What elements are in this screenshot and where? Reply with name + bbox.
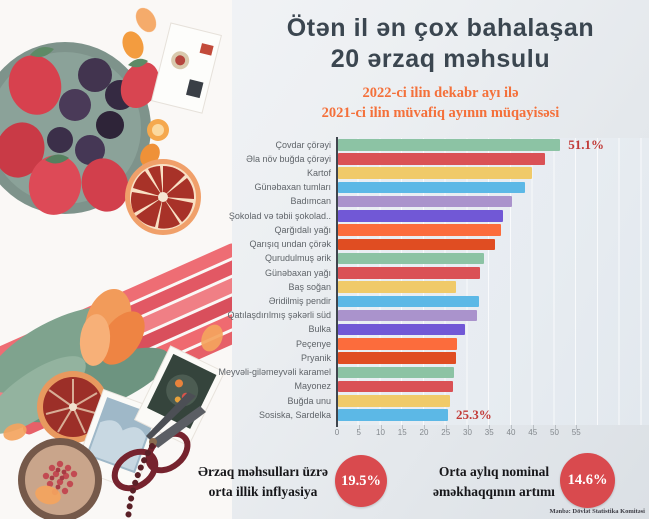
bar bbox=[338, 395, 451, 407]
x-axis-tick-mark bbox=[467, 425, 469, 429]
x-axis-tick-mark bbox=[511, 425, 512, 429]
stat-wage-growth-label: Orta aylıq nominal əməkhaqqının artımı bbox=[424, 462, 564, 503]
bar bbox=[338, 323, 466, 336]
strawberries bbox=[0, 47, 160, 215]
bead-strand bbox=[125, 443, 155, 519]
stat-wage-growth-line2: əməkhaqqının artımı bbox=[433, 484, 555, 500]
bar bbox=[338, 366, 455, 379]
x-axis-tick-label: 5 bbox=[356, 428, 361, 437]
bar bbox=[338, 153, 545, 165]
bar-label: Badımcan bbox=[290, 196, 331, 207]
bar-label: Qatılaşdırılmış şəkərli süd bbox=[227, 310, 331, 321]
bar bbox=[338, 380, 453, 393]
bar bbox=[338, 338, 458, 350]
bar-label: Baş soğan bbox=[288, 281, 331, 292]
bar-label: Peçenye bbox=[295, 338, 331, 349]
bar bbox=[338, 352, 456, 364]
page-subtitle: 2022-ci ilin dekabr ayı ilə 2021-ci ilin… bbox=[232, 84, 649, 123]
x-axis-tick-label: 0 bbox=[334, 428, 340, 437]
x-axis-tick-label: 25 bbox=[441, 428, 451, 437]
bar-label: Qarğıdalı yağı bbox=[274, 224, 331, 235]
bar bbox=[338, 309, 477, 322]
bar-label: Mayonez bbox=[294, 381, 331, 392]
chart: Çovdar çörəyi Əla növ buğda çörəyi Kartof G… bbox=[0, 136, 649, 443]
x-axis-tick-label: 55 bbox=[571, 428, 581, 437]
bar-label: Bulka bbox=[308, 324, 331, 335]
x-axis-tick-mark bbox=[402, 425, 404, 429]
x-axis-tick-mark bbox=[576, 425, 578, 429]
berry-bowl bbox=[0, 42, 160, 215]
stat-food-inflation-line2: orta illik inflyasiya bbox=[208, 484, 318, 500]
page-title-line2: 20 ərzaq məhsulu bbox=[330, 44, 551, 73]
bar-label: Günəbaxan tumları bbox=[254, 182, 331, 193]
orange-petals bbox=[3, 7, 223, 505]
bar bbox=[338, 210, 504, 222]
orange-tulip bbox=[79, 288, 145, 366]
bar bbox=[338, 238, 496, 251]
bar bbox=[338, 281, 457, 293]
bar-label: Pryanik bbox=[300, 352, 331, 363]
bar-label: Kartof bbox=[306, 167, 331, 178]
bar-value-label: 51.1% bbox=[568, 136, 605, 152]
x-axis-tick-label: 15 bbox=[397, 428, 407, 437]
stat-food-inflation-value: 19.5% bbox=[341, 472, 381, 489]
recipe-card bbox=[150, 22, 222, 114]
stat-food-inflation-line1: Ərzaq məhsulları üzrə bbox=[198, 464, 328, 479]
stat-wage-growth-value: 14.6% bbox=[567, 472, 608, 488]
x-axis-tick-mark bbox=[358, 425, 360, 429]
subtitle-line1: 2022-ci ilin dekabr ayı ilə bbox=[362, 85, 519, 101]
x-axis-tick-label: 30 bbox=[463, 428, 472, 437]
fruit-photo bbox=[0, 0, 232, 519]
stat-food-inflation-label: Ərzaq məhsulları üzrə orta illik inflyas… bbox=[190, 462, 336, 503]
x-axis-line bbox=[335, 137, 338, 427]
x-axis-tick-label: 50 bbox=[550, 428, 559, 437]
bar bbox=[338, 295, 479, 308]
bar bbox=[338, 195, 512, 208]
bar-value-label: 25.3% bbox=[456, 406, 492, 422]
bar-label: Günəbaxan yağı bbox=[264, 267, 331, 278]
peppercorn-bowl bbox=[18, 438, 102, 519]
page-title-line1: Ötən il ən çox bahalaşan bbox=[286, 14, 595, 42]
x-axis-tick-label: 20 bbox=[419, 428, 429, 437]
source-note: Mənbə: Dövlət Statistika Komitəsi bbox=[549, 508, 645, 515]
bar bbox=[338, 267, 480, 279]
bar-label: Qurudulmuş ərik bbox=[264, 253, 331, 264]
scissors bbox=[111, 392, 206, 492]
x-axis-tick-mark bbox=[380, 425, 382, 429]
content-column: Ötən il ən çox bahalaşan 20 ərzaq məhsul… bbox=[232, 0, 649, 519]
x-axis-tick-label: 40 bbox=[506, 428, 516, 437]
bar-label: Əla növ buğda çörəyi bbox=[246, 153, 331, 164]
bar bbox=[338, 252, 484, 265]
bar-label: Buğda unu bbox=[287, 395, 331, 406]
bar bbox=[338, 409, 449, 421]
bar-label: Əridilmiş pendir bbox=[268, 296, 331, 307]
bar-label: Çovdar çörəyi bbox=[275, 139, 331, 150]
x-axis-tick-mark bbox=[445, 425, 447, 429]
x-axis-tick-label: 45 bbox=[528, 428, 538, 437]
x-axis-tick-mark bbox=[554, 425, 556, 429]
stat-food-inflation-badge: 19.5% bbox=[335, 455, 387, 507]
blood-orange-slice bbox=[125, 159, 201, 235]
bar-label: Sosiska, Sardelka bbox=[258, 409, 331, 420]
x-axis-tick-mark bbox=[489, 425, 491, 429]
bar bbox=[338, 224, 502, 236]
bar bbox=[338, 167, 532, 179]
bar-label: Şokolad və təbii şokolad.. bbox=[228, 210, 331, 221]
x-axis-tick-label: 10 bbox=[376, 428, 385, 437]
bar-label: Meyvəli-giləmeyvəli karamel bbox=[218, 367, 331, 378]
page-title: Ötən il ən çox bahalaşan 20 ərzaq məhsul… bbox=[232, 13, 649, 74]
x-axis-tick-mark bbox=[532, 425, 534, 429]
bar bbox=[338, 139, 561, 151]
stat-wage-growth-badge: 14.6% bbox=[560, 453, 615, 508]
stat-wage-growth-line1: Orta aylıq nominal bbox=[438, 464, 550, 479]
bar-label: Qarışıq undan çörək bbox=[249, 239, 331, 250]
subtitle-line2: 2021-ci ilin müvafiq ayının müqayisəsi bbox=[321, 104, 560, 121]
x-axis-tick-mark bbox=[424, 425, 425, 429]
bar bbox=[338, 181, 526, 194]
x-axis-tick-label: 35 bbox=[484, 428, 494, 437]
